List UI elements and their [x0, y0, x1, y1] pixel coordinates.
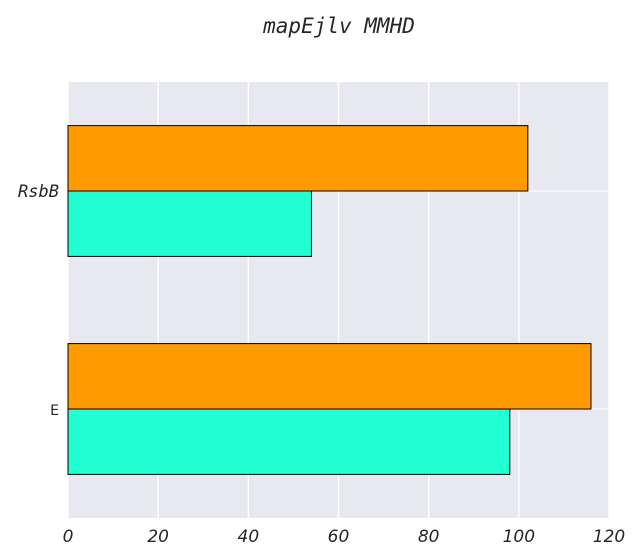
y-tick-label: RsbB	[18, 182, 59, 202]
y-tick-label: E	[50, 403, 59, 419]
bar-RsbB-series-2	[67, 125, 529, 192]
bar-E-series-2	[67, 343, 592, 410]
x-tick-label: 120	[593, 527, 625, 547]
bar-E-series-1	[67, 408, 511, 475]
x-axis-ticks: 0 20 40 60 80 100 120	[63, 527, 626, 547]
y-axis-ticks: RsbB E	[18, 182, 59, 419]
x-tick-label: 60	[328, 527, 350, 547]
x-tick-label: 0	[63, 527, 74, 547]
x-tick-label: 20	[147, 527, 169, 547]
bar-RsbB-series-1	[67, 190, 312, 257]
chart-title: mapEjlv MMHD	[262, 14, 415, 38]
x-tick-label: 100	[503, 527, 535, 547]
x-tick-label: 80	[418, 527, 440, 547]
x-tick-label: 40	[238, 527, 260, 547]
bars	[67, 125, 592, 475]
